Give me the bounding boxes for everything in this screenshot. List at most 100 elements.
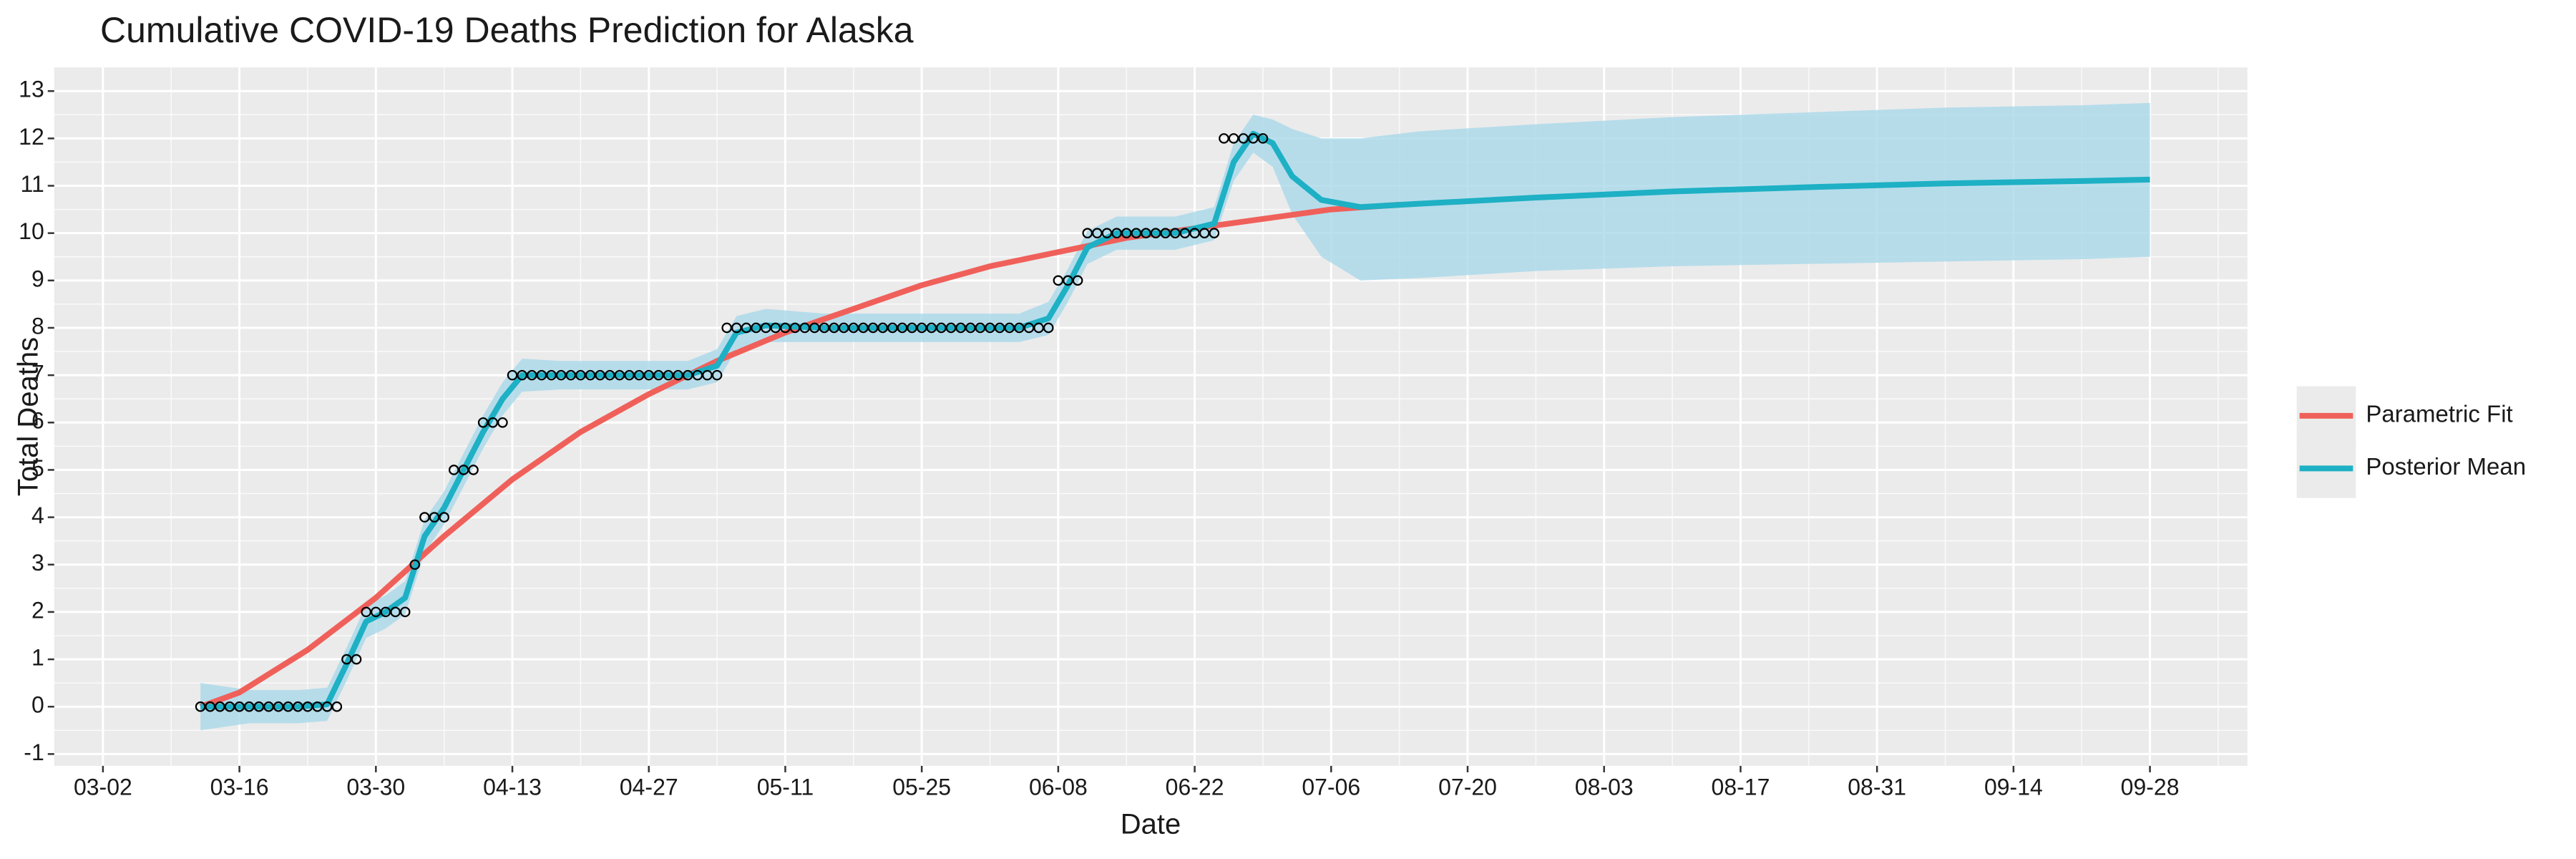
x-axis-title: Date: [1121, 809, 1181, 840]
observed-point: [829, 322, 839, 334]
observed-point: [936, 322, 947, 334]
observed-point: [195, 701, 206, 712]
x-tick-label: 04-27: [620, 774, 678, 800]
observed-point: [302, 701, 313, 712]
observed-point: [1082, 228, 1093, 238]
observed-point: [371, 606, 381, 618]
observed-point: [409, 559, 421, 571]
observed-point: [1238, 133, 1249, 144]
confidence-band: [200, 102, 2150, 731]
observed-point: [1014, 322, 1025, 334]
observed-point: [1111, 228, 1122, 238]
observed-point: [224, 701, 235, 712]
observed-point: [1141, 228, 1151, 238]
observed-point: [273, 701, 284, 712]
observed-point: [1199, 228, 1210, 238]
y-tick-label: 11: [21, 171, 44, 197]
observed-point: [439, 512, 449, 523]
observed-point: [751, 322, 761, 334]
observed-point: [1189, 228, 1200, 238]
observed-point: [975, 322, 986, 334]
x-tick-label: 03-16: [210, 774, 269, 800]
observed-point: [1170, 228, 1181, 238]
y-tick-label: 9: [31, 266, 44, 291]
observed-point: [448, 465, 459, 475]
y-tick-label: 5: [31, 455, 44, 481]
y-tick-label: 4: [31, 503, 44, 528]
observed-point: [887, 322, 898, 334]
observed-point: [702, 369, 713, 381]
observed-point: [517, 369, 527, 381]
observed-point: [1121, 228, 1132, 238]
observed-point: [321, 701, 333, 712]
observed-point: [819, 322, 830, 334]
observed-point: [243, 701, 255, 712]
observed-point: [565, 369, 577, 381]
observed-point: [985, 322, 995, 334]
observed-point: [858, 322, 869, 334]
y-tick-label: 1: [31, 645, 44, 671]
observed-point: [1150, 228, 1161, 238]
chart-title: Cumulative COVID-19 Deaths Prediction fo…: [100, 10, 914, 50]
y-tick-label: 6: [31, 408, 44, 434]
observed-point: [682, 369, 693, 381]
observed-point: [585, 369, 596, 381]
observed-point: [955, 322, 966, 334]
x-tick-label: 03-30: [346, 774, 405, 800]
observed-point: [1004, 322, 1015, 334]
plot-area: [54, 67, 2248, 766]
y-tick-label: 3: [31, 550, 44, 576]
observed-point: [877, 322, 888, 334]
observed-point: [926, 322, 937, 334]
observed-point: [643, 369, 655, 381]
observed-point: [1043, 322, 1054, 334]
observed-point: [215, 701, 225, 712]
observed-point: [780, 322, 791, 334]
observed-point: [312, 701, 323, 712]
observed-point: [1160, 228, 1171, 238]
observed-point: [1053, 275, 1064, 286]
observed-point: [867, 322, 879, 334]
x-tick-label: 08-17: [1712, 774, 1770, 800]
observed-point: [595, 369, 605, 381]
observed-point: [770, 322, 781, 334]
observed-point: [263, 701, 274, 712]
observed-point: [390, 606, 401, 618]
observed-point: [1131, 228, 1142, 238]
observed-point: [1257, 133, 1269, 144]
x-tick-label: 03-02: [74, 774, 132, 800]
x-tick-label: 08-03: [1575, 774, 1634, 800]
observed-point: [711, 369, 723, 381]
observed-point: [663, 369, 674, 381]
y-tick-label: 7: [31, 361, 44, 387]
observed-point: [799, 322, 810, 334]
observed-point: [507, 369, 518, 381]
observed-point: [838, 322, 849, 334]
observed-point: [1063, 275, 1073, 286]
observed-point: [760, 322, 771, 334]
observed-point: [907, 322, 917, 334]
observed-point: [945, 322, 957, 334]
observed-point: [673, 369, 683, 381]
legend-label: Parametric Fit: [2366, 401, 2512, 427]
observed-point: [624, 369, 635, 381]
observed-point: [361, 606, 371, 618]
observed-point: [721, 322, 733, 334]
observed-point: [916, 322, 927, 334]
observed-point: [429, 512, 440, 523]
y-tick-label: 13: [19, 77, 44, 102]
y-axis-title: Total Deaths: [13, 337, 44, 496]
observed-point: [692, 369, 703, 381]
x-tick-label: 06-08: [1029, 774, 1088, 800]
observed-point: [468, 465, 479, 475]
observed-point: [1092, 228, 1103, 238]
observed-point: [283, 701, 294, 712]
observed-point: [1209, 228, 1220, 238]
x-tick-label: 06-22: [1166, 774, 1224, 800]
x-tick-label: 04-13: [483, 774, 542, 800]
observed-point: [1072, 275, 1083, 286]
observed-point: [293, 701, 303, 712]
x-tick-label: 05-11: [757, 774, 814, 800]
x-tick-label: 08-31: [1848, 774, 1906, 800]
x-tick-label: 07-06: [1302, 774, 1360, 800]
